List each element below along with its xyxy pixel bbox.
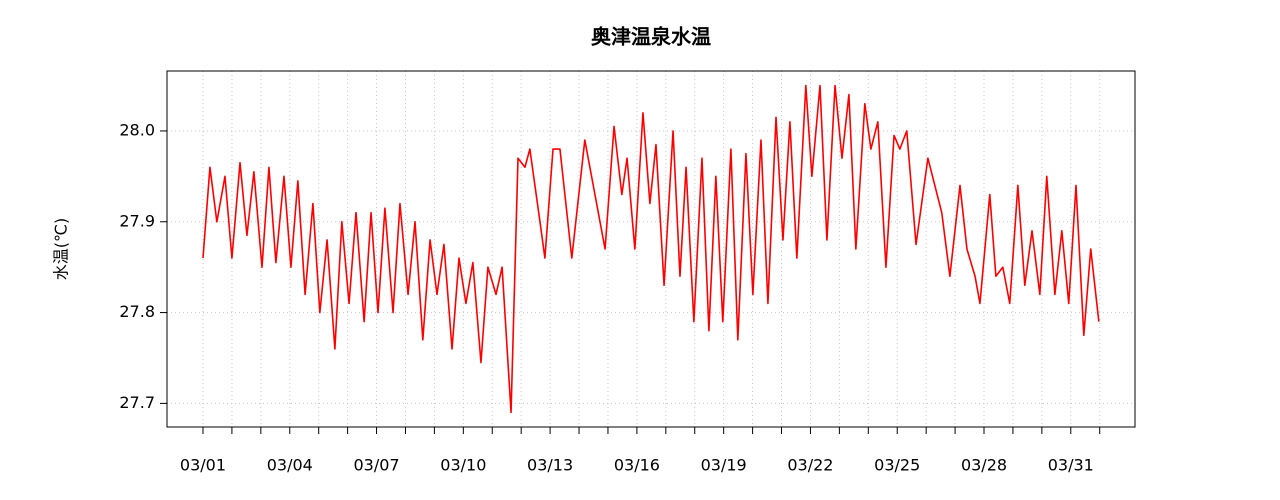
data-line: [202, 84, 1100, 414]
x-tick-label: 03/28: [961, 456, 1007, 475]
x-tick-label: 03/19: [701, 456, 747, 475]
x-tick-label: 03/10: [440, 456, 486, 475]
y-tick-label: 27.7: [119, 393, 155, 412]
plot-frame: [166, 70, 1136, 428]
x-tick-label: 03/31: [1048, 456, 1094, 475]
x-tick-label: 03/13: [527, 456, 573, 475]
x-tick-label: 03/22: [787, 456, 833, 475]
y-tick-label: 28.0: [119, 120, 155, 139]
y-tick-label: 27.8: [119, 302, 155, 321]
x-tick-label: 03/25: [874, 456, 920, 475]
x-tick-label: 03/04: [267, 456, 313, 475]
y-axis-label: 水温(℃): [52, 218, 71, 280]
y-tick-label: 27.9: [119, 211, 155, 230]
x-tick-label: 03/16: [614, 456, 660, 475]
chart-title: 奥津温泉水温: [591, 25, 711, 49]
x-tick-label: 03/07: [353, 456, 399, 475]
x-tick-label: 03/01: [180, 456, 226, 475]
